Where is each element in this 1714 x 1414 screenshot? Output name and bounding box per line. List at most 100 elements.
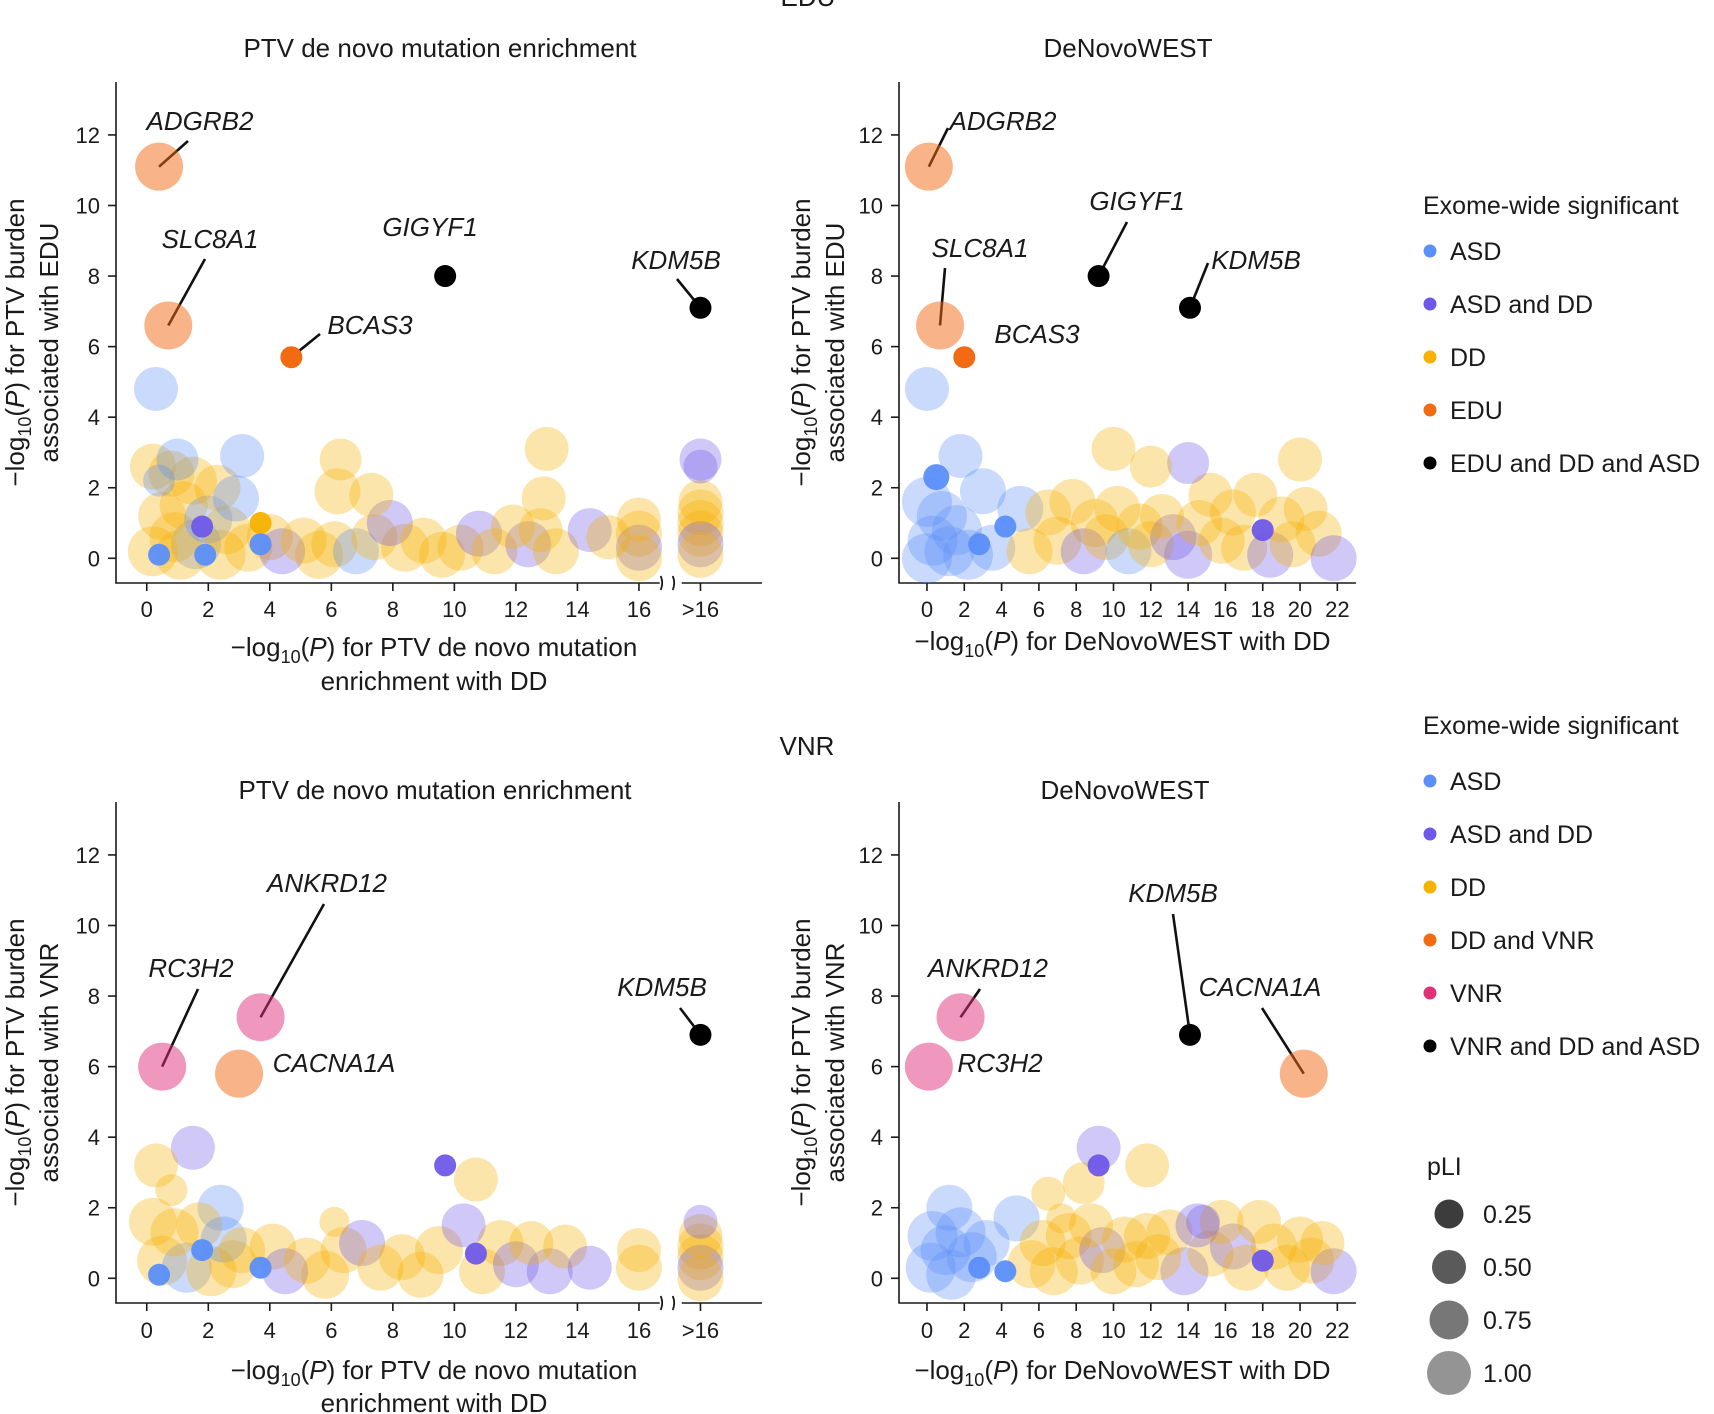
data-point (1167, 442, 1210, 485)
x-tick-label: 12 (504, 597, 528, 622)
y-tick-label: 6 (871, 1055, 883, 1080)
leader-line (1171, 913, 1192, 1036)
y-tick-label: 4 (871, 1125, 883, 1150)
data-point (1031, 1176, 1066, 1211)
x-axis-label: −log10(P) for DeNovoWEST with DD (914, 626, 1330, 661)
x-tick-label: 12 (504, 1318, 528, 1343)
panel-title: DeNovoWEST (1043, 33, 1212, 63)
x-tick-label: 4 (995, 1318, 1007, 1343)
x-tick-label: 0 (141, 1318, 153, 1343)
x-tick-label: 12 (1139, 597, 1163, 622)
data-point (1175, 1203, 1220, 1248)
data-point (434, 1154, 457, 1177)
x-tick-label: 10 (1101, 597, 1125, 622)
panel-edu-ptv: PTV de novo mutation enrichment 0 2 4 6 8 10 12… (0, 33, 762, 696)
axis-break-gap (659, 577, 682, 589)
labeled-point-slc8a1 (916, 301, 965, 350)
gene-label-kdm5b: KDM5B (1128, 878, 1218, 908)
data-point (249, 533, 272, 556)
x-tick-label: 0 (141, 597, 153, 622)
data-point (1209, 489, 1256, 536)
x-tick-label: 6 (1033, 1318, 1045, 1343)
gene-label-bcas3: BCAS3 (327, 310, 413, 340)
axis-break-gap (659, 1297, 682, 1309)
y-tick-label: 12 (76, 843, 100, 868)
data-point (677, 521, 724, 568)
data-point (1069, 1203, 1114, 1248)
data-point (1025, 489, 1072, 536)
labeled-point-kdm5b (689, 296, 712, 319)
data-point (1283, 486, 1328, 531)
data-point (1046, 1203, 1077, 1234)
gene-label-adgrb2: ADGRB2 (948, 106, 1057, 136)
gene-label-ankrd12: ANKRD12 (265, 868, 387, 898)
legend-bottom: Exome-wide significant ASD ASD and DD DD DD… (1423, 712, 1700, 1061)
data-point (332, 528, 379, 575)
y-tick-label: 4 (871, 405, 883, 430)
data-point (683, 449, 718, 484)
y-axis-label-line2: associated with EDU (820, 223, 850, 463)
data-point (1127, 521, 1174, 568)
y-tick-label: 2 (88, 476, 100, 501)
data-point (1019, 1220, 1066, 1267)
labeled-point-bcas3 (280, 346, 303, 369)
legend-swatch (1423, 986, 1437, 1000)
section-label-vnr: VNR (780, 731, 835, 761)
data-point (400, 517, 447, 564)
data-point (904, 366, 949, 411)
gene-label-kdm5b: KDM5B (617, 972, 707, 1002)
data-point (1124, 1212, 1171, 1259)
data-point (1129, 445, 1172, 488)
axis-lines (115, 802, 762, 1304)
data-point (1186, 1204, 1221, 1239)
pli-label: 0.50 (1483, 1254, 1532, 1282)
data-point (1105, 528, 1152, 575)
data-point (381, 523, 430, 572)
data-point (150, 1208, 199, 1257)
x-tick-label: >16 (682, 597, 719, 622)
gene-label-gigyf1: GIGYF1 (382, 212, 477, 242)
data-point (366, 500, 413, 547)
x-tick-label: 10 (442, 1318, 466, 1343)
data-point (170, 1125, 215, 1170)
data-point (492, 1241, 539, 1288)
labeled-point-bcas3 (953, 346, 976, 369)
y-tick-label: 10 (859, 193, 883, 218)
legend-swatch (1423, 774, 1437, 788)
data-point (195, 529, 246, 580)
legend-swatch (1423, 403, 1437, 417)
x-tick-label: 8 (387, 597, 399, 622)
data-point (280, 517, 327, 564)
y-tick-label: 0 (88, 546, 100, 571)
data-point (615, 510, 662, 557)
data-point (156, 438, 199, 481)
x-tick-label: 6 (1033, 597, 1045, 622)
data-point (319, 438, 362, 481)
data-point (159, 481, 208, 530)
y-tick-label: 0 (871, 1266, 883, 1291)
x-tick-label: 10 (442, 597, 466, 622)
data-point (677, 531, 724, 578)
data-point (521, 476, 566, 521)
legend-label: VNR and DD and ASD (1450, 1033, 1700, 1061)
gene-label-bcas3: BCAS3 (994, 319, 1080, 349)
y-tick-label: 4 (88, 1125, 100, 1150)
x-tick-label: 10 (1101, 1318, 1125, 1343)
pli-label: 1.00 (1483, 1360, 1532, 1388)
legend-swatch (1423, 456, 1437, 470)
data-point (1188, 472, 1233, 517)
y-tick-label: 8 (871, 264, 883, 289)
data-point (543, 1224, 588, 1269)
data-point (505, 521, 552, 568)
data-point (993, 1195, 1040, 1242)
y-tick-label: 8 (871, 984, 883, 1009)
gene-label-ankrd12: ANKRD12 (926, 953, 1048, 983)
data-point (1187, 1230, 1234, 1277)
x-tick-label: 16 (627, 1318, 651, 1343)
labeled-point-adgrb2 (135, 142, 184, 191)
panel-title: DeNovoWEST (1040, 775, 1209, 805)
data-point (1083, 514, 1130, 561)
labeled-point-gigyf1 (434, 265, 457, 288)
x-tick-label: 16 (627, 597, 651, 622)
